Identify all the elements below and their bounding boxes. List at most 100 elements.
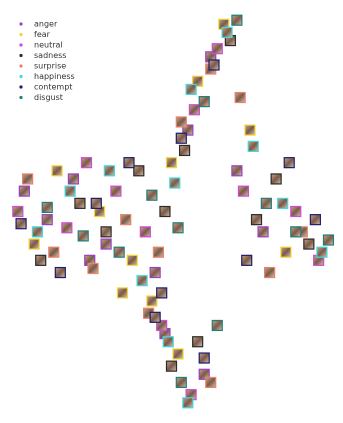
face-thumbnail: [165, 157, 178, 169]
face-thumbnail: [156, 319, 168, 332]
face-thumbnail: [172, 222, 184, 234]
face-thumbnail: [178, 144, 191, 157]
face-thumbnail: [146, 189, 158, 201]
face-thumbnail: [64, 185, 76, 197]
face-thumbnail: [260, 197, 272, 209]
face-thumbnail: [175, 116, 187, 128]
face-thumbnail: [182, 124, 194, 136]
legend-label: contempt: [34, 83, 72, 92]
face-thumbnail: [146, 295, 158, 307]
face-thumbnail: [250, 214, 263, 226]
face-thumbnail: [185, 83, 197, 96]
face-thumbnail: [123, 157, 135, 169]
face-thumbnail: [211, 43, 223, 55]
face-thumbnail: [208, 59, 220, 71]
legend-marker: [19, 74, 23, 79]
face-thumbnail: [257, 226, 269, 238]
face-thumbnail: [48, 246, 60, 258]
face-thumbnail: [110, 185, 122, 197]
face-thumbnail: [244, 124, 256, 136]
legend-marker: [19, 64, 23, 68]
face-thumbnail: [74, 197, 86, 209]
face-thumbnail: [152, 246, 165, 258]
face-thumbnail: [247, 140, 259, 152]
face-thumbnail: [198, 368, 210, 380]
face-thumbnail: [322, 234, 335, 246]
face-thumbnail: [22, 173, 34, 185]
face-thumbnail: [241, 254, 253, 266]
face-thumbnail: [31, 226, 44, 238]
face-thumbnail: [136, 275, 148, 287]
face-thumbnail: [198, 96, 210, 108]
face-thumbnail: [51, 165, 63, 177]
face-thumbnail: [169, 177, 181, 189]
legend-label: sadness: [34, 51, 66, 60]
face-thumbnail: [149, 311, 161, 323]
legend-marker: [19, 95, 23, 100]
face-thumbnail: [12, 205, 24, 218]
face-thumbnail: [316, 246, 328, 258]
legend-label: anger: [34, 20, 58, 29]
legend-label: disgust: [34, 93, 63, 102]
face-thumbnail: [61, 222, 73, 234]
face-thumbnail: [283, 157, 295, 169]
face-thumbnail: [264, 266, 276, 279]
face-thumbnail: [80, 157, 93, 169]
face-thumbnail: [35, 254, 47, 266]
face-thumbnail: [54, 266, 66, 279]
legend-label: surprise: [34, 62, 66, 71]
face-thumbnail: [231, 14, 243, 26]
legend-label: neutral: [34, 41, 63, 50]
face-thumbnail: [100, 238, 112, 250]
face-thumbnail: [280, 246, 292, 258]
face-thumbnail: [18, 185, 30, 197]
face-thumbnail: [159, 205, 171, 218]
face-thumbnail: [211, 319, 223, 332]
face-thumbnail: [192, 75, 204, 87]
face-thumbnail: [175, 132, 187, 144]
face-thumbnail: [15, 218, 27, 230]
face-thumbnail: [172, 348, 184, 360]
face-thumbnail: [205, 376, 217, 389]
face-thumbnail: [90, 197, 102, 209]
face-thumbnail: [87, 262, 99, 275]
face-thumbnail: [221, 26, 233, 39]
face-thumbnail: [77, 230, 89, 242]
face-thumbnail: [270, 173, 282, 185]
face-thumbnail: [231, 165, 243, 177]
legend-label: fear: [34, 30, 51, 39]
face-thumbnail: [28, 238, 40, 250]
face-thumbnail: [192, 336, 204, 348]
face-thumbnail: [41, 214, 53, 226]
legend-label: happiness: [34, 72, 75, 81]
face-thumbnail: [103, 165, 115, 177]
legend-marker: [19, 85, 23, 89]
face-thumbnail: [126, 254, 138, 266]
face-thumbnail: [120, 214, 132, 226]
face-thumbnail: [162, 336, 174, 348]
face-thumbnail: [234, 91, 246, 104]
face-thumbnail: [67, 173, 80, 185]
face-thumbnail: [113, 246, 125, 258]
face-thumbnail: [139, 226, 151, 238]
face-thumbnail: [198, 352, 210, 364]
face-thumbnail: [116, 287, 129, 299]
face-thumbnail: [149, 266, 161, 279]
face-thumbnail: [165, 360, 178, 372]
face-thumbnail: [303, 238, 315, 250]
face-thumbnail: [133, 165, 145, 177]
face-thumbnail: [175, 376, 187, 389]
face-thumbnail: [156, 287, 168, 299]
legend-marker: [19, 43, 23, 47]
face-thumbnail: [188, 104, 200, 116]
face-thumbnail: [41, 201, 53, 214]
face-thumbnail: [277, 197, 289, 209]
face-thumbnail: [290, 205, 302, 218]
legend-marker: [19, 22, 23, 26]
face-thumbnail: [290, 226, 302, 238]
face-thumbnail: [100, 226, 112, 238]
face-thumbnail: [182, 397, 194, 409]
face-thumbnail: [309, 214, 321, 226]
legend-marker: [19, 53, 23, 58]
